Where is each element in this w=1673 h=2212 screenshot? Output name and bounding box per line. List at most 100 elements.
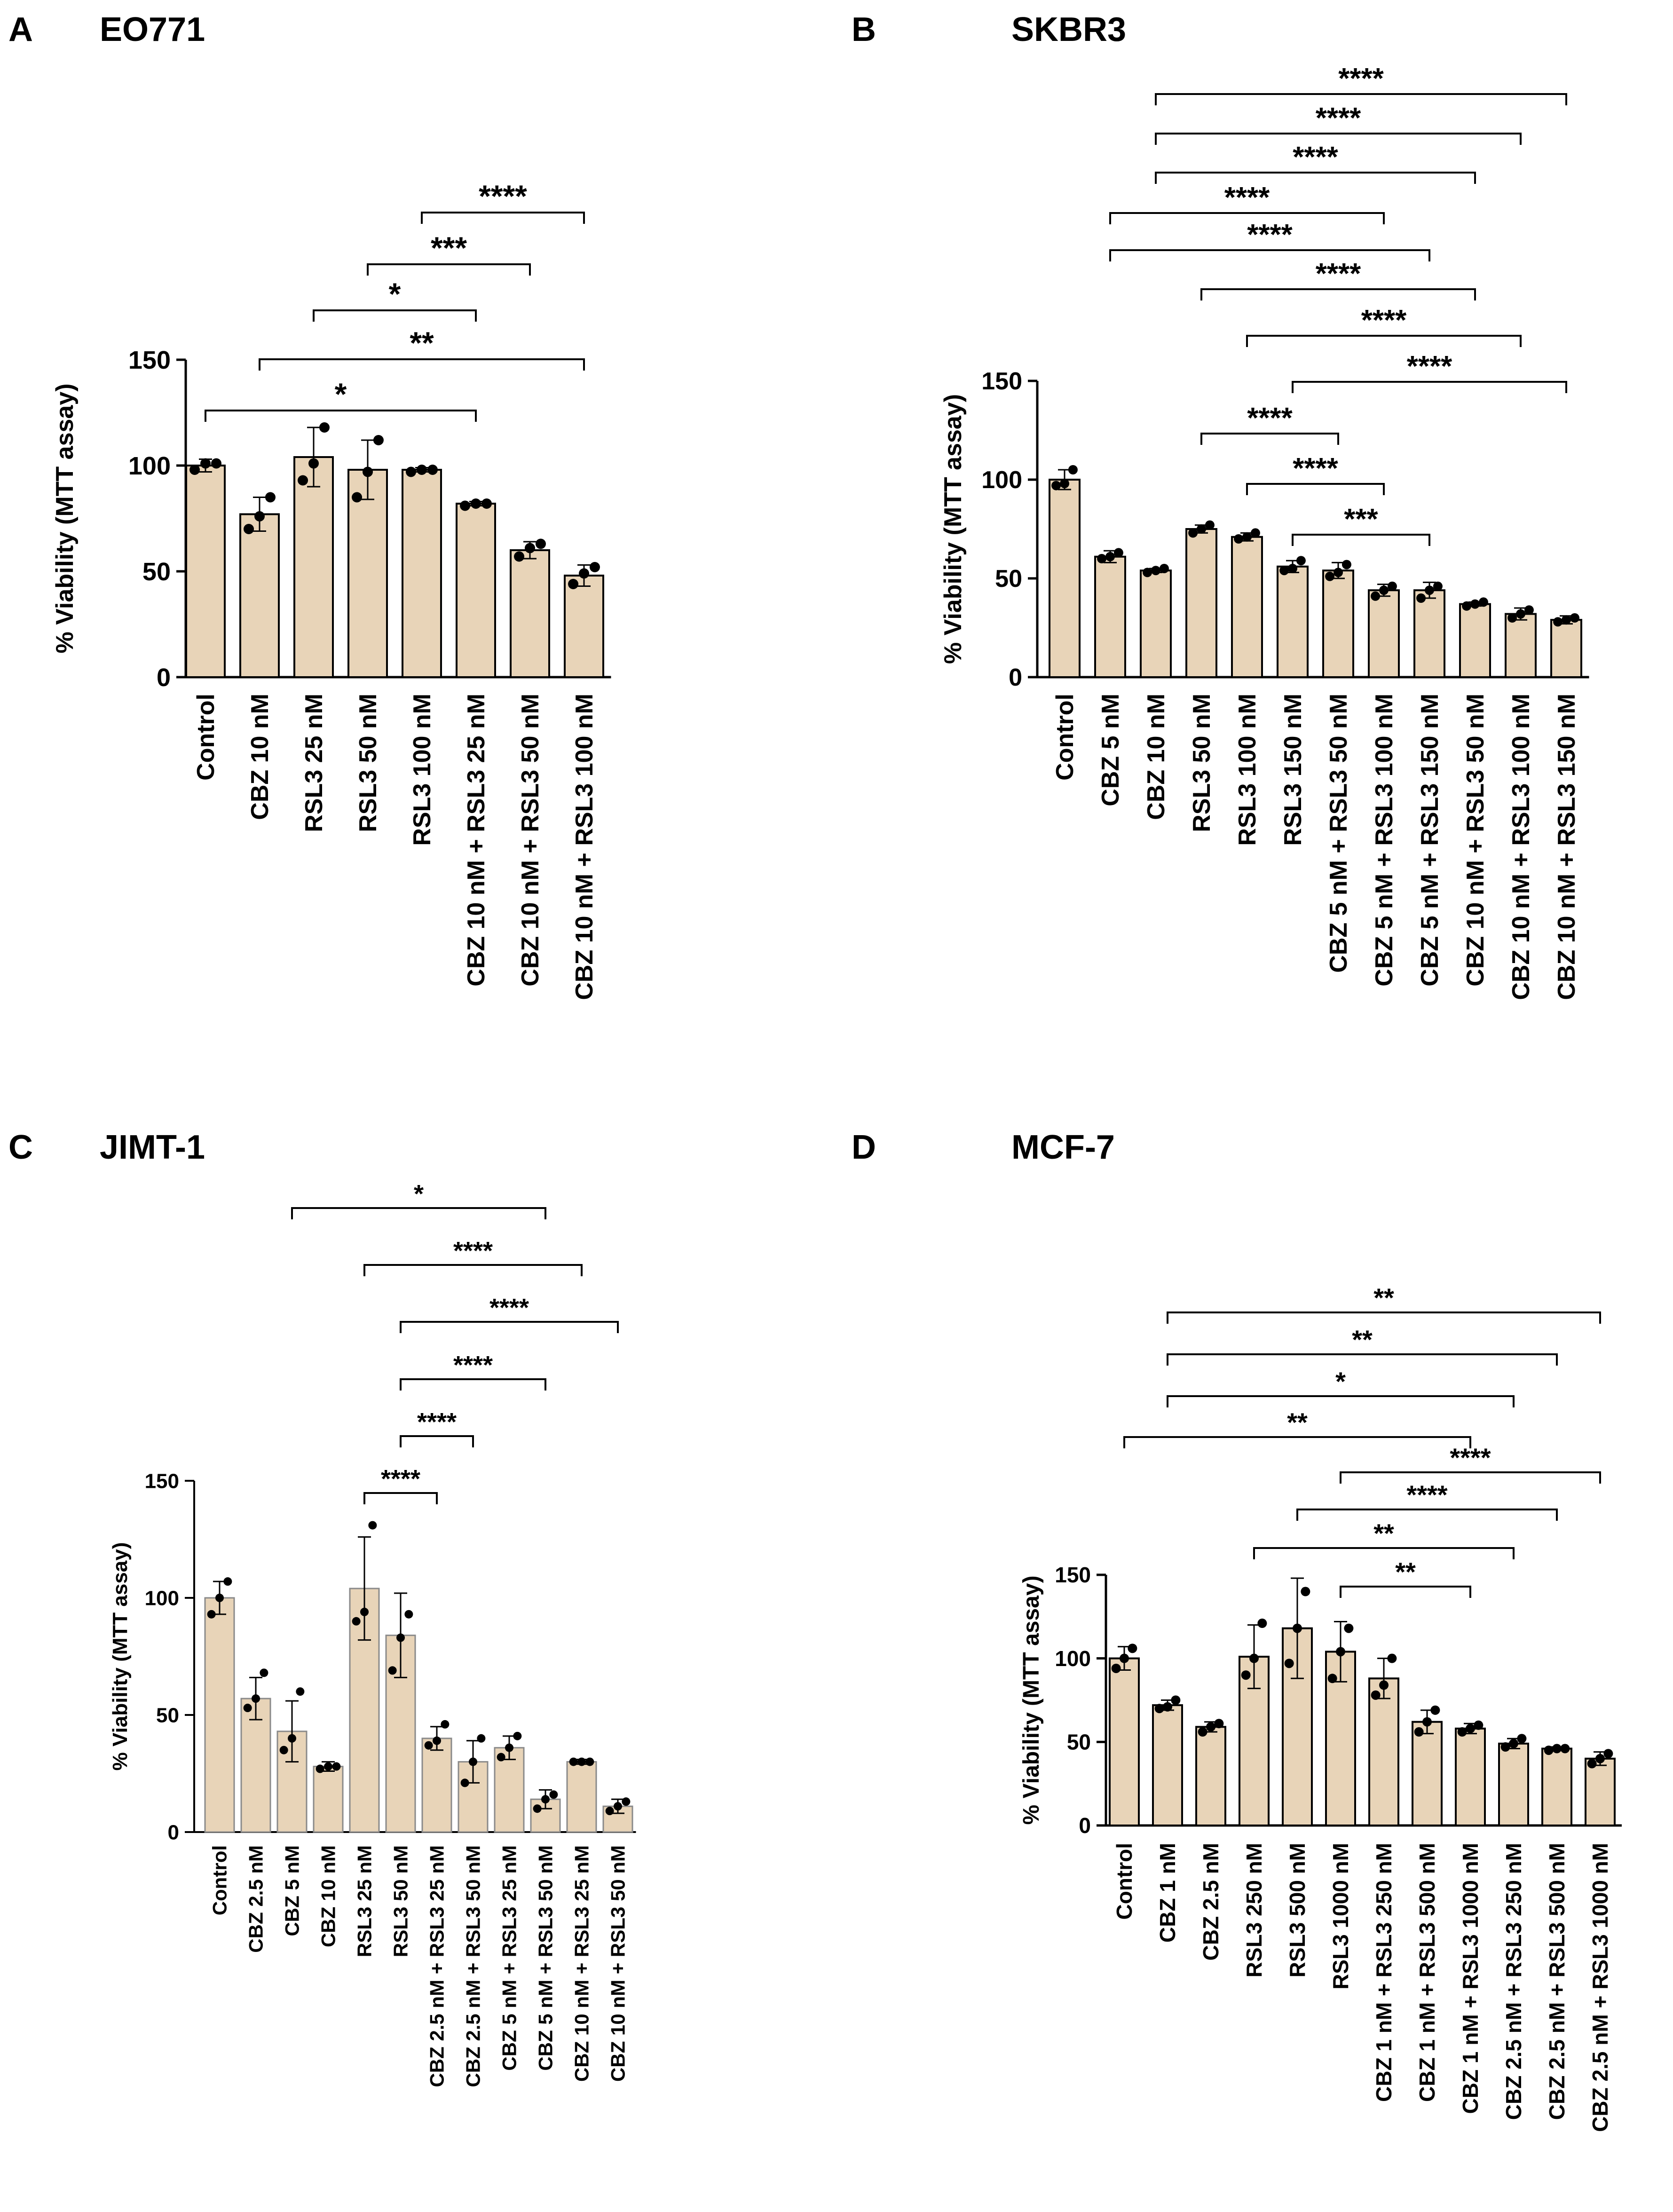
data-point xyxy=(1051,481,1061,490)
data-point xyxy=(296,1687,305,1696)
significance-bracket xyxy=(1246,335,1522,347)
significance-label: **** xyxy=(1316,102,1361,134)
data-point xyxy=(254,511,265,521)
data-point xyxy=(1334,568,1343,577)
data-point xyxy=(1171,1695,1181,1705)
data-point xyxy=(1105,552,1115,561)
significance-label: * xyxy=(414,1180,424,1208)
data-point xyxy=(1257,1619,1267,1628)
data-point xyxy=(589,562,600,572)
data-point xyxy=(535,538,546,549)
significance-bracket xyxy=(1340,1471,1601,1484)
y-tick-label: 50 xyxy=(156,1704,179,1727)
data-point xyxy=(189,465,200,475)
bar xyxy=(456,503,496,678)
data-point xyxy=(1422,1717,1432,1727)
data-point xyxy=(579,568,589,579)
bar xyxy=(510,549,550,678)
significance-label: ** xyxy=(1373,1518,1394,1548)
significance-bracket xyxy=(259,358,585,371)
category-label: Control xyxy=(192,694,220,781)
data-point xyxy=(244,524,254,534)
data-point xyxy=(1414,1727,1424,1737)
y-tick-label: 150 xyxy=(1055,1563,1091,1587)
data-point xyxy=(533,1804,542,1813)
data-point xyxy=(1552,1744,1562,1754)
significance-label: **** xyxy=(1224,182,1270,214)
data-point xyxy=(514,551,525,562)
category-label: RSL3 100 nM xyxy=(409,694,436,846)
data-point xyxy=(1279,566,1289,576)
data-point xyxy=(1430,1705,1440,1715)
bar xyxy=(1195,1726,1226,1827)
data-point xyxy=(1151,566,1160,576)
significance-bracket xyxy=(363,1264,583,1276)
data-point xyxy=(1524,605,1534,615)
bar xyxy=(1322,569,1354,678)
significance-bracket xyxy=(1296,1509,1558,1521)
bar xyxy=(402,469,442,678)
significance-label: **** xyxy=(453,1351,493,1379)
data-point xyxy=(368,1521,377,1530)
significance-bracket xyxy=(1167,1395,1515,1407)
significance-label: **** xyxy=(1406,1480,1447,1509)
category-label: CBZ 5 nM xyxy=(281,1845,303,1936)
category-label: CBZ 10 nM xyxy=(1143,694,1170,820)
chart-skbr3: 0 50 100 150 % Viability (MTT assay) Control C… xyxy=(939,63,1589,1000)
data-point xyxy=(279,1746,288,1754)
data-point xyxy=(477,1734,486,1743)
data-point xyxy=(568,579,579,589)
category-label: RSL3 50 nM xyxy=(355,694,382,832)
category-label: RSL3 25 nM xyxy=(354,1845,376,1957)
y-tick-label: 150 xyxy=(981,368,1022,395)
bar xyxy=(185,465,226,678)
bar xyxy=(1505,613,1537,678)
data-point xyxy=(1206,1722,1215,1732)
data-point xyxy=(288,1734,296,1743)
panel-a: A EO771 0 50 100 150 % Viability (MTT assay)… xyxy=(0,0,836,1105)
data-point xyxy=(396,1633,405,1642)
data-point xyxy=(1097,554,1107,563)
category-label: CBZ 5 nM + RSL3 50 nM xyxy=(535,1845,557,2071)
significance-label: *** xyxy=(1344,503,1378,536)
data-point xyxy=(1214,1719,1224,1729)
data-point xyxy=(460,500,471,511)
data-point xyxy=(1188,528,1198,538)
data-point xyxy=(388,1666,397,1675)
data-point xyxy=(1379,1680,1389,1690)
significance-label: * xyxy=(1335,1367,1346,1396)
data-point xyxy=(1371,591,1381,601)
bar xyxy=(1585,1757,1616,1827)
data-point xyxy=(1336,1647,1345,1657)
category-label: Control xyxy=(1112,1843,1136,1920)
data-point xyxy=(1466,1723,1475,1733)
data-point xyxy=(1250,528,1260,538)
data-point xyxy=(319,422,330,433)
data-point xyxy=(1474,1720,1484,1730)
category-label: CBZ 5 nM + RSL3 150 nM xyxy=(1416,694,1444,987)
data-point xyxy=(373,435,384,445)
significance-label: **** xyxy=(381,1465,420,1493)
category-label: CBZ 10 nM + RSL3 25 nM xyxy=(463,694,490,987)
data-point xyxy=(1553,617,1563,627)
bar xyxy=(204,1597,235,1833)
data-point xyxy=(298,475,308,486)
data-point xyxy=(211,458,221,469)
significance-label: **** xyxy=(1247,402,1293,434)
bar xyxy=(1455,1727,1486,1826)
significance-bracket xyxy=(1155,133,1522,145)
bar xyxy=(1277,565,1309,679)
significance-label: *** xyxy=(431,230,467,265)
y-tick-label: 150 xyxy=(128,346,171,374)
bar xyxy=(1094,555,1126,679)
data-point xyxy=(1516,609,1525,619)
significance-bracket xyxy=(367,263,531,276)
significance-bracket xyxy=(400,1378,546,1390)
category-label: RSL3 250 nM xyxy=(1242,1843,1266,1977)
significance-bracket xyxy=(1292,381,1567,393)
category-label: CBZ 10 nM + RSL3 150 nM xyxy=(1553,694,1580,1000)
data-point xyxy=(549,1790,558,1799)
data-point xyxy=(417,465,427,475)
data-point xyxy=(1500,1742,1510,1752)
data-point xyxy=(513,1731,522,1740)
